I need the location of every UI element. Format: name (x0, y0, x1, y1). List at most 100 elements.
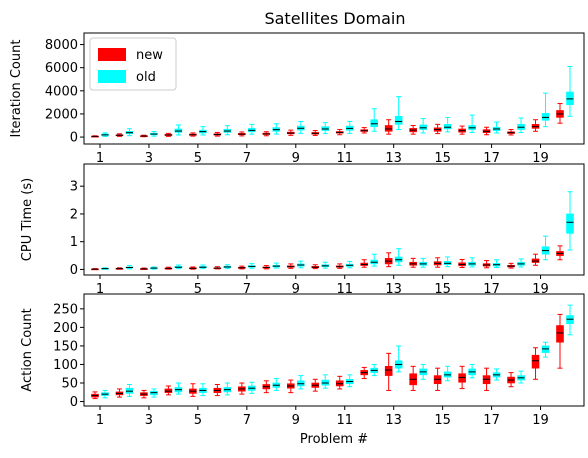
box-body (531, 354, 540, 369)
box-old-5 (199, 126, 207, 136)
box-old-2 (125, 383, 134, 397)
xtick-label: 19 (532, 282, 549, 297)
ytick-label: 4000 (45, 84, 78, 99)
xtick-label: 17 (483, 282, 500, 297)
xtick-label: 5 (194, 151, 202, 166)
box-old-9 (296, 260, 305, 269)
box-old-5 (199, 264, 207, 270)
box-old-2 (125, 128, 134, 137)
xtick-label: 7 (243, 413, 251, 428)
series-old (101, 66, 574, 137)
y-axis-label: Iteration Count (9, 40, 24, 138)
box-new-16 (458, 258, 466, 269)
box-new-17 (482, 367, 491, 391)
box-body (394, 115, 403, 125)
box-old-4 (174, 124, 183, 136)
box-new-18 (507, 129, 515, 136)
box-old-6 (223, 382, 232, 396)
box-old-8 (272, 378, 281, 391)
box-old-20 (566, 191, 574, 251)
box-new-10 (311, 264, 320, 270)
box-old-16 (468, 363, 476, 379)
series-old (101, 191, 574, 270)
box-new-11 (335, 263, 344, 269)
xtick-label: 15 (434, 151, 451, 166)
box-old-14 (419, 118, 427, 134)
box-new-12 (360, 366, 369, 380)
box-old-2 (125, 265, 134, 270)
legend-label-old: old (136, 70, 156, 85)
xtick-label: 5 (194, 282, 202, 297)
ytick-label: 6000 (45, 61, 78, 76)
ytick-label: 0 (70, 263, 78, 278)
box-old-10 (321, 122, 330, 135)
box-new-15 (433, 123, 442, 135)
box-old-18 (517, 258, 525, 268)
box-old-8 (272, 262, 281, 269)
box-new-5 (189, 266, 197, 270)
box-new-4 (164, 266, 173, 270)
box-new-16 (458, 125, 466, 135)
box-old-13 (394, 96, 403, 131)
box-old-7 (248, 381, 256, 394)
box-new-8 (262, 131, 271, 137)
box-new-2 (115, 133, 124, 137)
box-new-14 (409, 125, 417, 135)
box-new-12 (360, 259, 369, 268)
box-new-1 (91, 391, 99, 400)
box-new-19 (531, 253, 540, 266)
box-old-15 (443, 116, 452, 133)
axes-frame (83, 163, 585, 276)
box-new-9 (286, 263, 295, 269)
box-new-4 (164, 385, 173, 396)
series-new (91, 103, 564, 138)
box-new-14 (409, 257, 417, 268)
ytick-label: 200 (53, 321, 78, 336)
xtick-label: 7 (243, 282, 251, 297)
box-old-13 (394, 345, 403, 373)
ytick-label: 100 (53, 358, 78, 373)
box-new-7 (238, 382, 246, 395)
box-new-4 (164, 132, 173, 137)
box-new-6 (213, 383, 222, 397)
xtick-label: 1 (96, 282, 104, 297)
xtick-label: 19 (532, 413, 549, 428)
xtick-label: 9 (292, 413, 300, 428)
box-old-6 (223, 264, 232, 270)
box-old-10 (321, 261, 330, 269)
box-old-19 (541, 235, 550, 261)
box-body (443, 124, 452, 130)
box-old-7 (248, 123, 256, 135)
ytick-label: 2000 (45, 107, 78, 122)
ytick-label: 2 (70, 207, 78, 222)
box-body (458, 373, 466, 383)
ytick-label: 150 (53, 339, 78, 354)
box-old-8 (272, 123, 281, 135)
box-new-8 (262, 265, 271, 270)
box-new-3 (140, 134, 148, 138)
box-new-9 (286, 129, 295, 136)
xtick-label: 13 (385, 282, 402, 297)
xtick-label: 13 (385, 413, 402, 428)
box-old-10 (321, 374, 330, 389)
xtick-label: 17 (483, 151, 500, 166)
box-new-3 (140, 389, 148, 399)
box-new-20 (556, 313, 564, 369)
box-body (556, 325, 564, 343)
box-new-3 (140, 267, 148, 270)
box-body (370, 119, 379, 127)
legend-swatch-old (98, 70, 126, 83)
box-new-17 (482, 126, 491, 136)
box-new-13 (384, 352, 393, 391)
box-old-3 (150, 266, 158, 270)
xtick-label: 5 (194, 413, 202, 428)
box-old-13 (394, 248, 403, 266)
box-old-17 (492, 121, 501, 134)
box-old-14 (419, 363, 427, 380)
box-old-1 (101, 267, 109, 270)
box-old-9 (296, 375, 305, 390)
box-body (419, 124, 427, 130)
xtick-label: 15 (434, 282, 451, 297)
